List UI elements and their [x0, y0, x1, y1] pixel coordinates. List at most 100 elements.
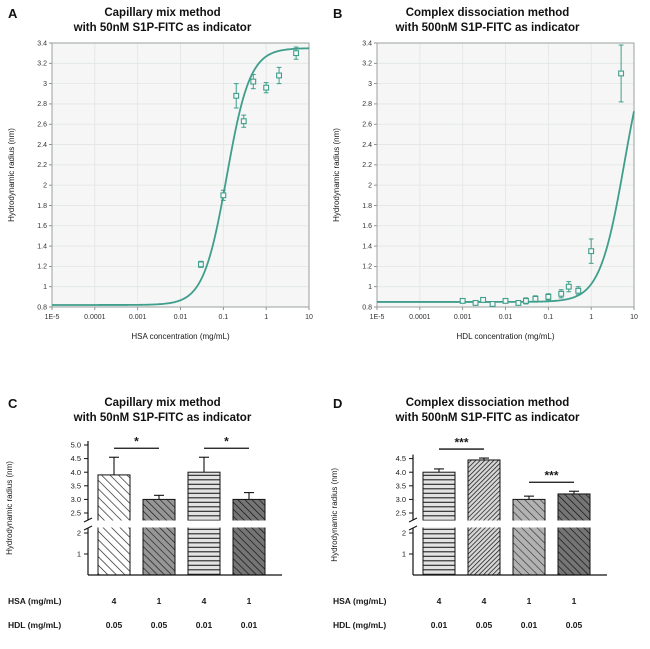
bar-2 [142, 499, 176, 576]
svg-text:2.8: 2.8 [362, 102, 372, 109]
svg-text:0.01: 0.01 [174, 314, 188, 321]
error-bars [434, 457, 579, 500]
svg-text:2.6: 2.6 [362, 122, 372, 129]
svg-text:2.8: 2.8 [37, 102, 47, 109]
data-point [515, 300, 522, 307]
svg-text:0.0001: 0.0001 [409, 314, 431, 321]
axis-break-band [414, 520, 607, 528]
data-point [558, 291, 565, 298]
significance: * * [114, 435, 249, 450]
data-point [502, 298, 509, 305]
axis-break-mark [408, 525, 418, 531]
svg-text:2.2: 2.2 [362, 163, 372, 170]
condition-rows: HSA (mg/mL) 4 1 4 1 HDL (mg/mL) 0.05 0.05 0.01 0.… [8, 596, 258, 630]
row-value: 0.05 [106, 620, 123, 630]
row-value: 0.05 [151, 620, 168, 630]
data-point [532, 296, 539, 303]
data-point [459, 298, 466, 305]
svg-text:0.8: 0.8 [37, 305, 47, 312]
row-value: 4 [437, 596, 442, 606]
svg-text:3.2: 3.2 [37, 61, 47, 68]
chart-b-dose-response: 1E-5 0.0001 0.001 0.01 0.1 1 10 0.8 1 1.2 1.4 1.6 1.… [332, 41, 638, 342]
panel-letter-c: C [8, 396, 18, 411]
svg-text:3.4: 3.4 [362, 41, 372, 48]
data-point [220, 192, 227, 199]
row-value: 1 [572, 596, 577, 606]
data-point [480, 297, 487, 304]
axis-break-mark [83, 517, 93, 523]
fit-curve [52, 47, 310, 307]
bars [422, 459, 591, 576]
data-point [565, 284, 572, 291]
svg-text:4.5: 4.5 [396, 455, 406, 464]
panel-letter-b: B [333, 6, 343, 21]
row-label: HDL (mg/mL) [333, 620, 386, 630]
row-value: 0.05 [566, 620, 583, 630]
svg-text:1E-5: 1E-5 [370, 314, 385, 321]
error-bars [109, 457, 254, 500]
svg-text:2: 2 [402, 529, 406, 538]
svg-text:0.01: 0.01 [499, 314, 513, 321]
panel-c: C Capillary mix method with 50nM S1P-FIT… [0, 390, 325, 649]
condition-rows: HSA (mg/mL) 4 4 1 1 HDL (mg/mL) 0.01 0.05 0.01 0.… [333, 596, 583, 630]
data-point [545, 294, 552, 301]
svg-text:1: 1 [589, 314, 593, 321]
svg-text:3.5: 3.5 [71, 482, 81, 491]
chart-d-bar: 1 2 2.5 3.0 3.5 4.0 4.5 Hydrodynamic radius (nm… [330, 436, 607, 630]
axes: 1E-5 0.0001 0.001 0.01 0.1 1 10 0.8 1 1.2 1.4 1.6 1.… [362, 41, 638, 322]
svg-text:1.2: 1.2 [37, 264, 47, 271]
y-axis-label: Hydrodynamic radius (nm) [330, 468, 339, 562]
panel-b: B Complex dissociation method with 500nM… [325, 0, 650, 390]
svg-text:0.8: 0.8 [362, 305, 372, 312]
row-label: HDL (mg/mL) [8, 620, 61, 630]
panel-letter-a: A [8, 6, 18, 21]
bar-3 [512, 499, 546, 576]
svg-text:2.6: 2.6 [37, 122, 47, 129]
svg-text:1.8: 1.8 [37, 203, 47, 210]
svg-text:1.2: 1.2 [362, 264, 372, 271]
data-point [250, 79, 257, 85]
svg-text:0.0001: 0.0001 [84, 314, 106, 321]
bar-4 [557, 493, 591, 576]
svg-text:3: 3 [43, 81, 47, 88]
axes: 1E-5 0.0001 0.001 0.01 0.1 1 10 0.8 1 1.2 1.4 1.6 1.… [37, 41, 313, 322]
row-value: 0.01 [521, 620, 538, 630]
y-axis-label: Hydrodynamic radius (nm) [5, 461, 14, 555]
row-value: 4 [202, 596, 207, 606]
svg-text:3.2: 3.2 [362, 61, 372, 68]
significance: *** *** [439, 436, 574, 484]
axis-break-mark [83, 525, 93, 531]
x-axis-label: HSA concentration (mg/mL) [131, 332, 230, 341]
row-value: 0.01 [431, 620, 448, 630]
svg-text:2.5: 2.5 [71, 509, 81, 518]
row-value: 4 [112, 596, 117, 606]
row-label: HSA (mg/mL) [333, 596, 387, 606]
svg-text:1.4: 1.4 [362, 244, 372, 251]
panel-a-title: Capillary mix method with 50nM S1P-FITC … [73, 7, 252, 34]
svg-text:1.8: 1.8 [362, 203, 372, 210]
data-point [588, 248, 595, 255]
svg-text:0.1: 0.1 [218, 314, 228, 321]
svg-text:5.0: 5.0 [71, 441, 81, 450]
data-point [293, 50, 300, 57]
svg-text:4.0: 4.0 [71, 468, 81, 477]
row-value: 1 [247, 596, 252, 606]
row-value: 1 [527, 596, 532, 606]
row-label: HSA (mg/mL) [8, 596, 62, 606]
row-value: 4 [482, 596, 487, 606]
svg-text:1: 1 [77, 550, 81, 559]
data-point [263, 85, 270, 92]
svg-text:2: 2 [43, 183, 47, 190]
svg-text:0.001: 0.001 [129, 314, 147, 321]
significance-label: *** [454, 436, 468, 450]
row-value: 0.05 [476, 620, 493, 630]
svg-text:1: 1 [402, 550, 406, 559]
svg-text:2: 2 [368, 183, 372, 190]
svg-text:3.0: 3.0 [396, 495, 406, 504]
svg-text:1.6: 1.6 [362, 224, 372, 231]
svg-text:2.5: 2.5 [396, 509, 406, 518]
svg-text:10: 10 [305, 314, 313, 321]
axis-break-mark [408, 517, 418, 523]
y-axis-label: Hydrodynamic radius (nm) [332, 128, 341, 222]
